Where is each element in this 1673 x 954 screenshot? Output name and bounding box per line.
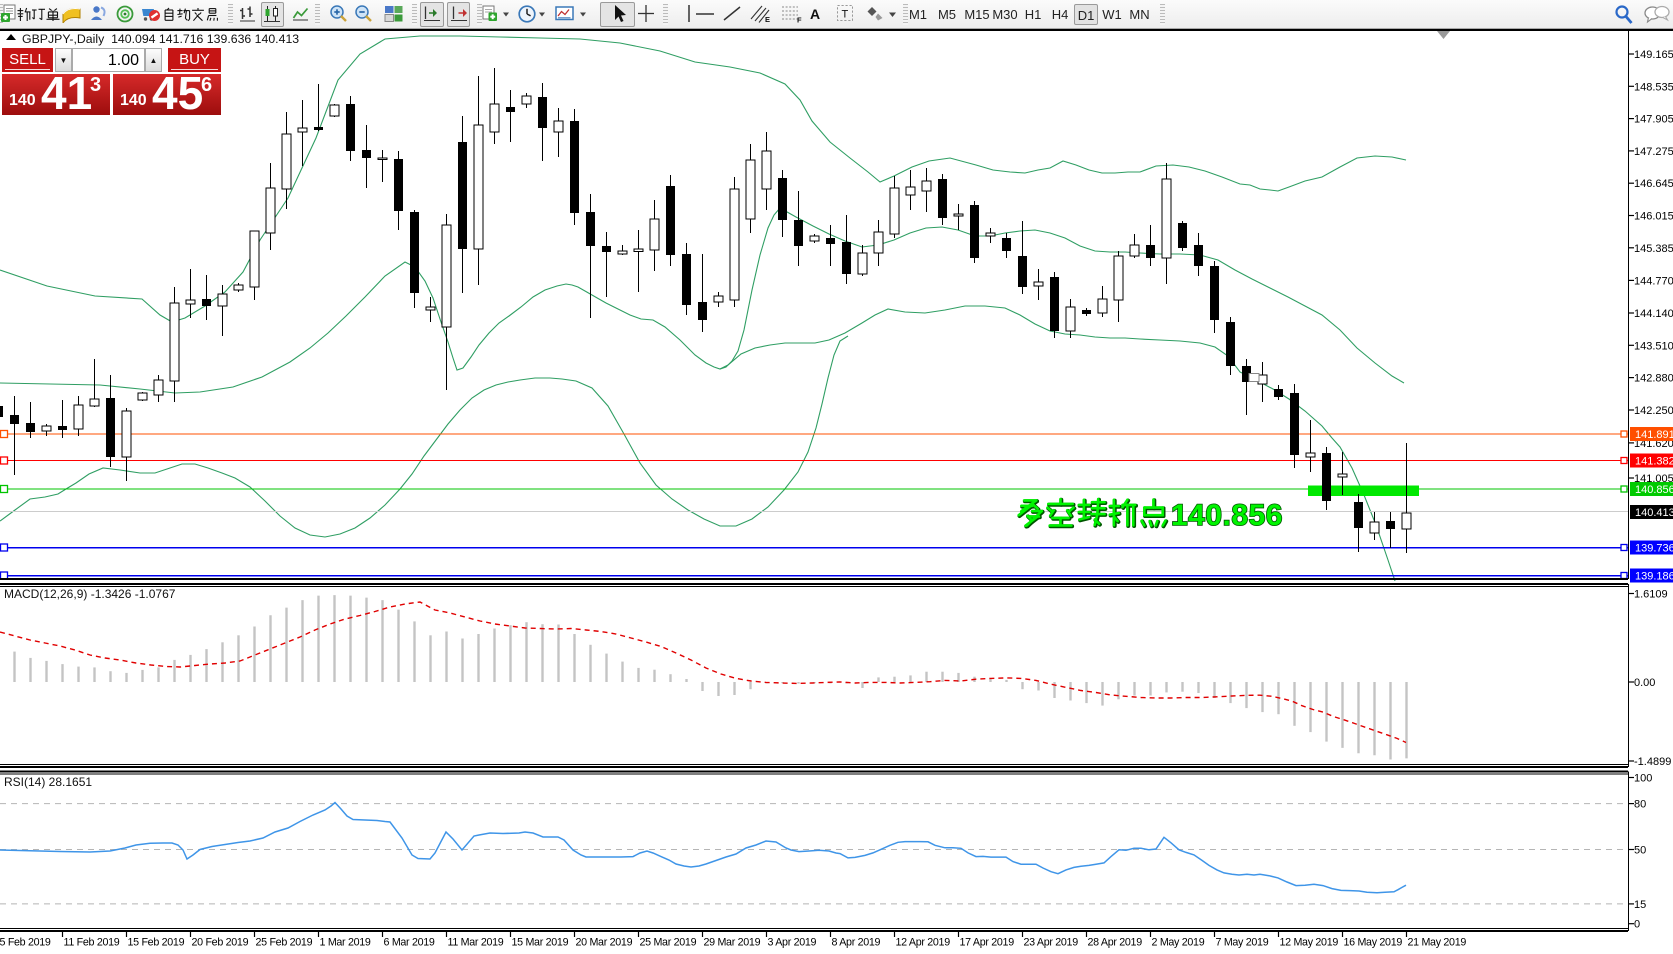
svg-text:28 Apr 2019: 28 Apr 2019 <box>1088 937 1143 949</box>
svg-text:15 Mar 2019: 15 Mar 2019 <box>512 937 569 949</box>
svg-text:11 Feb 2019: 11 Feb 2019 <box>64 937 120 949</box>
svg-text:2 May 2019: 2 May 2019 <box>1152 937 1205 949</box>
svg-text:29 Mar 2019: 29 Mar 2019 <box>704 937 761 949</box>
svg-text:148.535: 148.535 <box>1634 81 1673 93</box>
svg-text:17 Apr 2019: 17 Apr 2019 <box>960 937 1015 949</box>
svg-text:1.6109: 1.6109 <box>1634 589 1668 601</box>
svg-text:147.275: 147.275 <box>1634 146 1673 158</box>
svg-text:100: 100 <box>1634 773 1652 785</box>
svg-text:-1.4899: -1.4899 <box>1634 756 1671 768</box>
svg-text:144.140: 144.140 <box>1634 308 1673 320</box>
svg-text:12 Apr 2019: 12 Apr 2019 <box>896 937 951 949</box>
svg-text:25 Feb 2019: 25 Feb 2019 <box>256 937 313 949</box>
svg-text:142.250: 142.250 <box>1634 405 1673 417</box>
svg-text:141.382: 141.382 <box>1635 456 1673 468</box>
svg-text:146.645: 146.645 <box>1634 178 1673 190</box>
svg-text:5 Feb 2019: 5 Feb 2019 <box>0 937 51 949</box>
svg-text:140.856: 140.856 <box>1171 499 1283 532</box>
svg-text:141.891: 141.891 <box>1635 429 1673 441</box>
svg-text:F: F <box>797 16 802 25</box>
svg-text:GBPJPY-,Daily 140.094 141.716: GBPJPY-,Daily 140.094 141.716 139.636 14… <box>22 32 299 46</box>
svg-text:RSI(14) 28.1651: RSI(14) 28.1651 <box>4 775 92 789</box>
svg-text:15: 15 <box>1634 899 1646 911</box>
svg-text:0.00: 0.00 <box>1634 677 1655 689</box>
svg-text:0: 0 <box>1634 919 1640 931</box>
svg-text:146.015: 146.015 <box>1634 211 1673 223</box>
svg-text:16 May 2019: 16 May 2019 <box>1344 937 1403 949</box>
svg-text:139.186: 139.186 <box>1635 571 1673 583</box>
svg-text:144.770: 144.770 <box>1634 275 1673 287</box>
svg-text:20 Mar 2019: 20 Mar 2019 <box>576 937 633 949</box>
svg-text:143.510: 143.510 <box>1634 340 1673 352</box>
svg-text:E: E <box>765 15 770 24</box>
svg-text:T: T <box>842 9 849 21</box>
svg-text:15 Feb 2019: 15 Feb 2019 <box>128 937 185 949</box>
svg-text:1 Mar 2019: 1 Mar 2019 <box>320 937 371 949</box>
svg-text:23 Apr 2019: 23 Apr 2019 <box>1024 937 1079 949</box>
svg-text:20 Feb 2019: 20 Feb 2019 <box>192 937 249 949</box>
svg-text:140.413: 140.413 <box>1635 507 1673 519</box>
svg-text:145.385: 145.385 <box>1634 243 1673 255</box>
svg-text:12 May 2019: 12 May 2019 <box>1280 937 1339 949</box>
svg-text:50: 50 <box>1634 845 1646 857</box>
svg-text:25 Mar 2019: 25 Mar 2019 <box>640 937 697 949</box>
svg-text:80: 80 <box>1634 799 1646 811</box>
svg-text:6 Mar 2019: 6 Mar 2019 <box>384 937 435 949</box>
svg-text:21 May 2019: 21 May 2019 <box>1408 937 1467 949</box>
svg-text:149.165: 149.165 <box>1634 49 1673 61</box>
svg-text:8 Apr 2019: 8 Apr 2019 <box>832 937 881 949</box>
svg-text:11 Mar 2019: 11 Mar 2019 <box>448 937 504 949</box>
svg-text:MACD(12,26,9) -1.3426 -1.0767: MACD(12,26,9) -1.3426 -1.0767 <box>4 587 176 601</box>
svg-text:139.736: 139.736 <box>1635 543 1673 555</box>
svg-text:142.880: 142.880 <box>1634 373 1673 385</box>
svg-text:7 May 2019: 7 May 2019 <box>1216 937 1269 949</box>
svg-text:140.856: 140.856 <box>1635 484 1673 496</box>
svg-text:3 Apr 2019: 3 Apr 2019 <box>768 937 817 949</box>
svg-text:147.905: 147.905 <box>1634 114 1673 126</box>
